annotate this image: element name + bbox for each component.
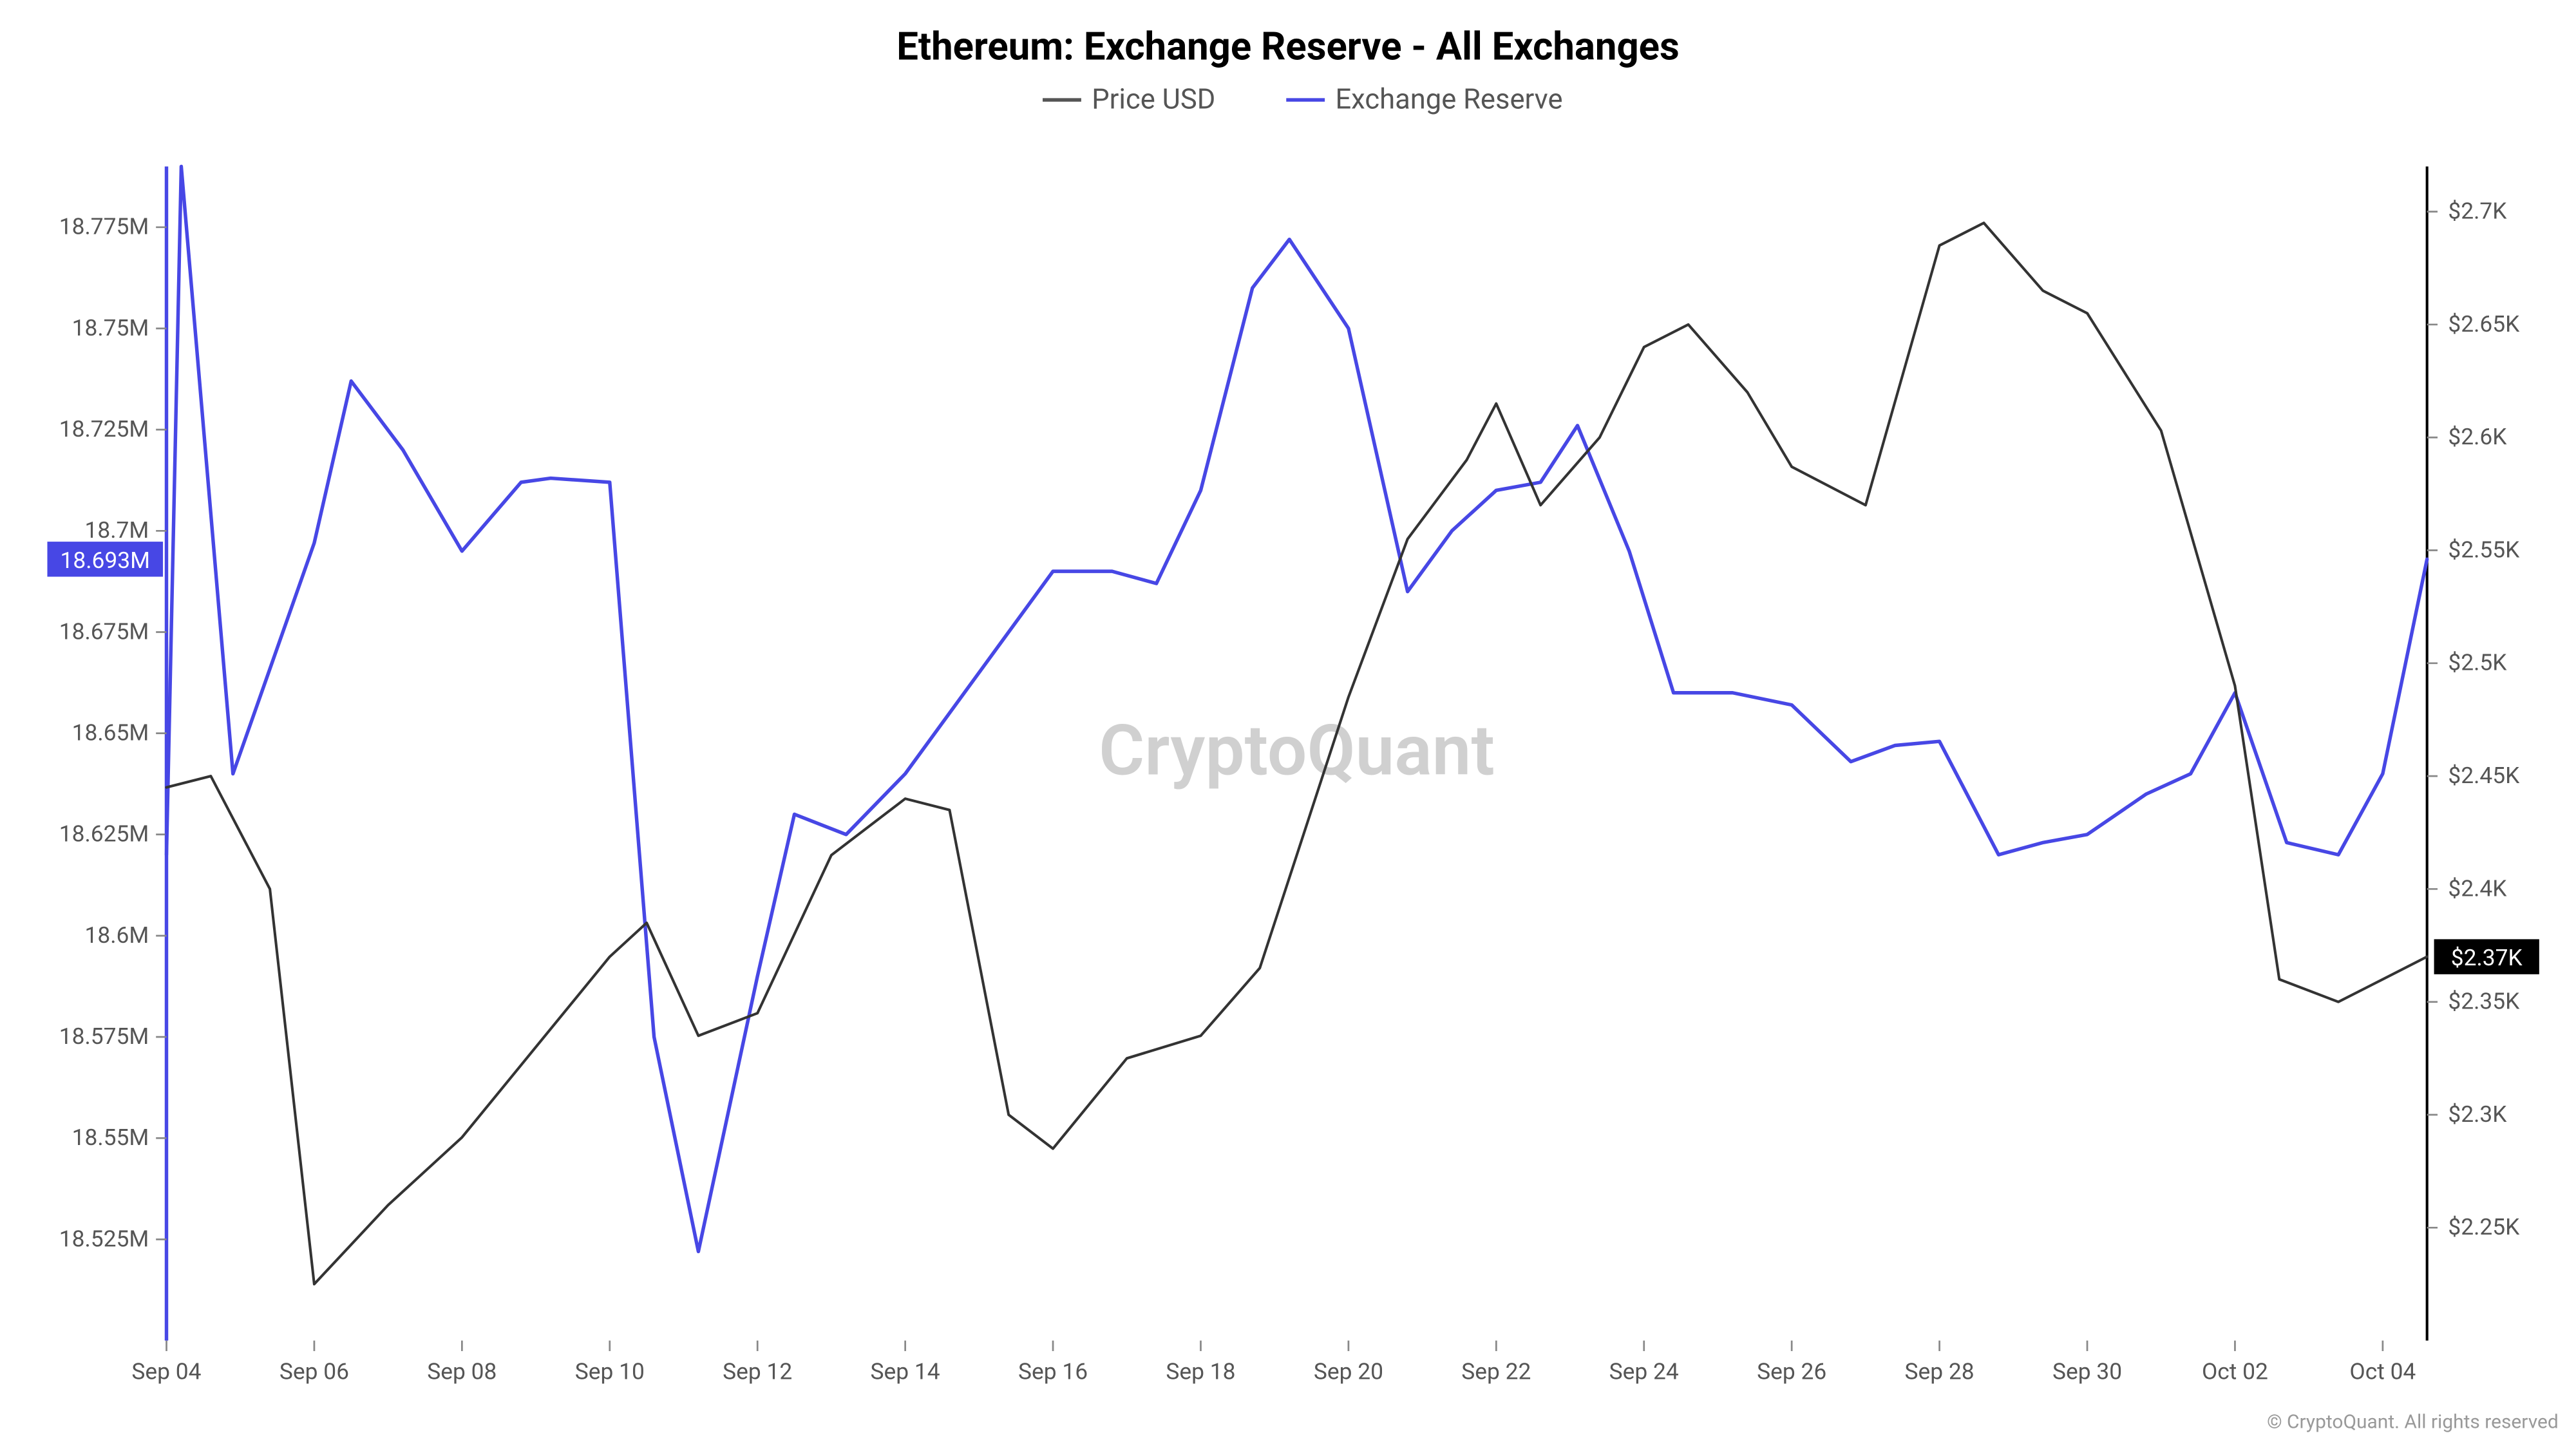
x-tick-label: Sep 06 <box>279 1358 349 1385</box>
x-tick-label: Sep 04 <box>131 1358 201 1385</box>
y-right-tick-label: $2.45K <box>2448 762 2520 789</box>
chart-container: Ethereum: Exchange Reserve - All Exchang… <box>0 0 2576 1449</box>
x-tick-label: Sep 20 <box>1314 1358 1383 1385</box>
y-right-tick-label: $2.55K <box>2448 536 2520 563</box>
x-tick-label: Oct 02 <box>2202 1358 2268 1385</box>
x-tick-label: Sep 24 <box>1609 1358 1679 1385</box>
x-tick-label: Sep 12 <box>723 1358 792 1385</box>
x-tick-label: Sep 18 <box>1166 1358 1235 1385</box>
x-tick-label: Sep 28 <box>1905 1358 1975 1385</box>
y-left-badge-label: 18.693M <box>60 547 150 574</box>
y-right-tick-label: $2.65K <box>2448 310 2520 337</box>
x-tick-label: Sep 22 <box>1461 1358 1531 1385</box>
y-left-tick-label: 18.65M <box>72 719 149 746</box>
y-left-tick-label: 18.775M <box>59 213 149 240</box>
y-left-tick-label: 18.525M <box>59 1225 149 1252</box>
copyright: © CryptoQuant. All rights reserved <box>2267 1411 2559 1434</box>
x-tick-label: Sep 14 <box>871 1358 940 1385</box>
legend-label: Price USD <box>1092 83 1215 116</box>
y-left-tick-label: 18.6M <box>84 922 149 949</box>
y-left-tick-label: 18.75M <box>72 314 149 341</box>
legend-label: Exchange Reserve <box>1335 83 1562 116</box>
x-tick-label: Sep 26 <box>1757 1358 1826 1385</box>
y-right-badge-label: $2.37K <box>2451 944 2523 971</box>
x-tick-label: Sep 10 <box>575 1358 645 1385</box>
y-left-tick-label: 18.7M <box>84 516 149 544</box>
y-right-tick-label: $2.6K <box>2448 423 2507 450</box>
y-right-tick-label: $2.4K <box>2448 875 2507 902</box>
y-left-tick-label: 18.575M <box>59 1023 149 1050</box>
chart-svg: Ethereum: Exchange Reserve - All Exchang… <box>0 0 2576 1446</box>
y-left-tick-label: 18.675M <box>59 618 149 645</box>
chart-title: Ethereum: Exchange Reserve - All Exchang… <box>896 24 1680 70</box>
y-left-tick-label: 18.55M <box>72 1124 149 1151</box>
y-right-tick-label: $2.3K <box>2448 1101 2507 1128</box>
watermark: CryptoQuant <box>1099 710 1495 792</box>
x-tick-label: Sep 08 <box>427 1358 497 1385</box>
x-tick-label: Oct 04 <box>2349 1358 2416 1385</box>
y-right-tick-label: $2.5K <box>2448 649 2507 676</box>
y-right-tick-label: $2.25K <box>2448 1213 2520 1240</box>
y-left-tick-label: 18.625M <box>59 820 149 848</box>
y-right-tick-label: $2.7K <box>2448 198 2507 225</box>
x-tick-label: Sep 16 <box>1018 1358 1088 1385</box>
y-left-tick-label: 18.725M <box>59 415 149 442</box>
y-right-tick-label: $2.35K <box>2448 988 2520 1015</box>
x-tick-label: Sep 30 <box>2052 1358 2122 1385</box>
